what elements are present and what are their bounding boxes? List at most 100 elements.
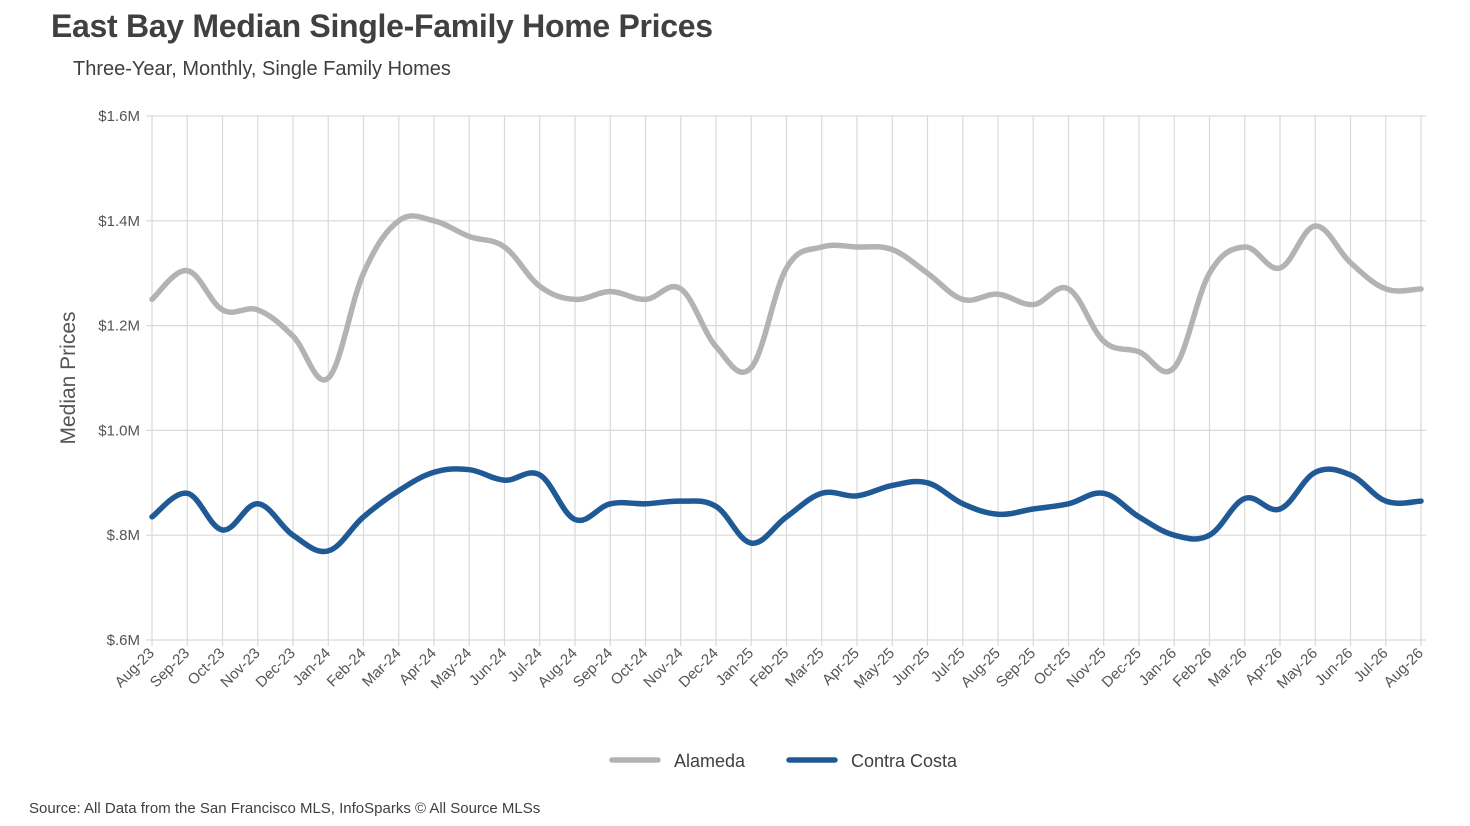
series-line-contra-costa	[149, 466, 1424, 555]
data-point-alameda	[361, 271, 366, 276]
data-point-alameda	[608, 289, 613, 294]
data-point-alameda	[819, 245, 824, 250]
data-point-contra-costa	[784, 514, 789, 519]
data-point-alameda	[925, 271, 930, 276]
data-point-alameda	[1242, 245, 1247, 250]
x-tick-label: Aug-26	[1381, 645, 1427, 691]
series-line-alameda	[149, 213, 1424, 383]
data-point-contra-costa	[185, 491, 190, 496]
data-point-contra-costa	[1278, 507, 1283, 512]
data-point-contra-costa	[1172, 533, 1177, 538]
data-point-alameda	[1278, 265, 1283, 270]
data-point-contra-costa	[150, 514, 155, 519]
x-tick-label: Jun-25	[889, 645, 933, 689]
y-tick-label: $.6M	[107, 632, 140, 649]
data-point-contra-costa	[1101, 491, 1106, 496]
chart-title: East Bay Median Single-Family Home Price…	[51, 8, 713, 44]
data-point-contra-costa	[467, 467, 472, 472]
data-point-contra-costa	[326, 548, 331, 553]
source-note: Source: All Data from the San Francisco …	[29, 800, 541, 817]
data-point-contra-costa	[1137, 514, 1142, 519]
data-point-alameda	[1348, 260, 1353, 265]
data-point-contra-costa	[855, 493, 860, 498]
x-tick-label: Sep-23	[147, 645, 193, 691]
data-point-contra-costa	[432, 470, 437, 475]
y-tick-label: $1.4M	[98, 213, 140, 230]
x-tick-label: Feb-24	[324, 645, 370, 691]
data-point-contra-costa	[537, 472, 542, 477]
line-chart: $.6M $.8M $1.0M $1.2M $1.4M $1.6M Aug-23Sep-2…	[57, 108, 1427, 771]
data-point-alameda	[678, 286, 683, 291]
y-axis-title: Median Prices	[57, 311, 80, 444]
data-point-alameda	[255, 307, 260, 312]
data-point-contra-costa	[749, 541, 754, 546]
data-point-alameda	[1207, 271, 1212, 276]
data-point-alameda	[1137, 349, 1142, 354]
data-point-contra-costa	[1066, 501, 1071, 506]
data-point-alameda	[643, 297, 648, 302]
data-point-contra-costa	[573, 517, 578, 522]
data-point-contra-costa	[925, 480, 930, 485]
data-point-alameda	[291, 334, 296, 339]
data-point-contra-costa	[291, 533, 296, 538]
data-point-contra-costa	[960, 501, 965, 506]
data-point-alameda	[749, 365, 754, 370]
y-tick-label: $1.2M	[98, 318, 140, 335]
x-tick-label: Sep-24	[570, 645, 616, 691]
y-tick-label: $.8M	[107, 527, 140, 544]
x-tick-label: Jun-24	[466, 645, 510, 689]
data-point-contra-costa	[502, 478, 507, 483]
x-tick-label: Mar-26	[1205, 645, 1251, 691]
data-point-alameda	[537, 284, 542, 289]
x-tick-label: Dec-24	[676, 645, 722, 691]
data-point-contra-costa	[396, 488, 401, 493]
data-point-contra-costa	[361, 514, 366, 519]
y-axis: $.6M $.8M $1.0M $1.2M $1.4M $1.6M	[98, 108, 140, 649]
data-point-contra-costa	[1348, 472, 1353, 477]
x-axis: Aug-23Sep-23Oct-23Nov-23Dec-23Jan-24Feb-…	[112, 645, 1427, 692]
data-point-alameda	[960, 297, 965, 302]
x-tick-label: Sep-25	[993, 645, 1039, 691]
data-point-alameda	[784, 265, 789, 270]
data-point-alameda	[150, 297, 155, 302]
data-point-alameda	[890, 247, 895, 252]
data-point-contra-costa	[255, 501, 260, 506]
legend-item-contra-costa: Contra Costa	[786, 751, 958, 771]
data-point-contra-costa	[1313, 470, 1318, 475]
data-point-contra-costa	[1383, 499, 1388, 504]
x-tick-label: Mar-25	[782, 645, 828, 691]
x-tick-label: Dec-25	[1099, 645, 1145, 691]
data-point-contra-costa	[819, 491, 824, 496]
data-point-alameda	[855, 245, 860, 250]
x-tick-label: Feb-26	[1170, 645, 1216, 691]
data-point-alameda	[326, 376, 331, 381]
data-point-alameda	[1101, 339, 1106, 344]
data-point-contra-costa	[1242, 496, 1247, 501]
data-point-contra-costa	[643, 501, 648, 506]
legend-label: Contra Costa	[851, 751, 958, 771]
data-point-alameda	[396, 218, 401, 223]
series-layer	[149, 213, 1424, 555]
data-point-alameda	[467, 234, 472, 239]
data-point-alameda	[1383, 286, 1388, 291]
data-point-alameda	[432, 218, 437, 223]
data-point-alameda	[220, 307, 225, 312]
data-point-alameda	[714, 344, 719, 349]
data-point-contra-costa	[714, 504, 719, 509]
data-point-alameda	[502, 245, 507, 250]
data-point-contra-costa	[1419, 499, 1424, 504]
legend-item-alameda: Alameda	[609, 751, 746, 771]
data-point-alameda	[1419, 286, 1424, 291]
x-tick-label: Dec-23	[253, 645, 299, 691]
data-point-contra-costa	[996, 512, 1001, 517]
y-tick-label: $1.6M	[98, 108, 140, 125]
data-point-alameda	[185, 268, 190, 273]
data-point-alameda	[573, 297, 578, 302]
legend-label: Alameda	[674, 751, 746, 771]
data-point-contra-costa	[1207, 533, 1212, 538]
chart-subtitle: Three-Year, Monthly, Single Family Homes	[73, 58, 451, 80]
data-point-contra-costa	[678, 499, 683, 504]
data-point-contra-costa	[608, 501, 613, 506]
legend: Alameda Contra Costa	[609, 751, 958, 771]
data-point-alameda	[1313, 224, 1318, 229]
